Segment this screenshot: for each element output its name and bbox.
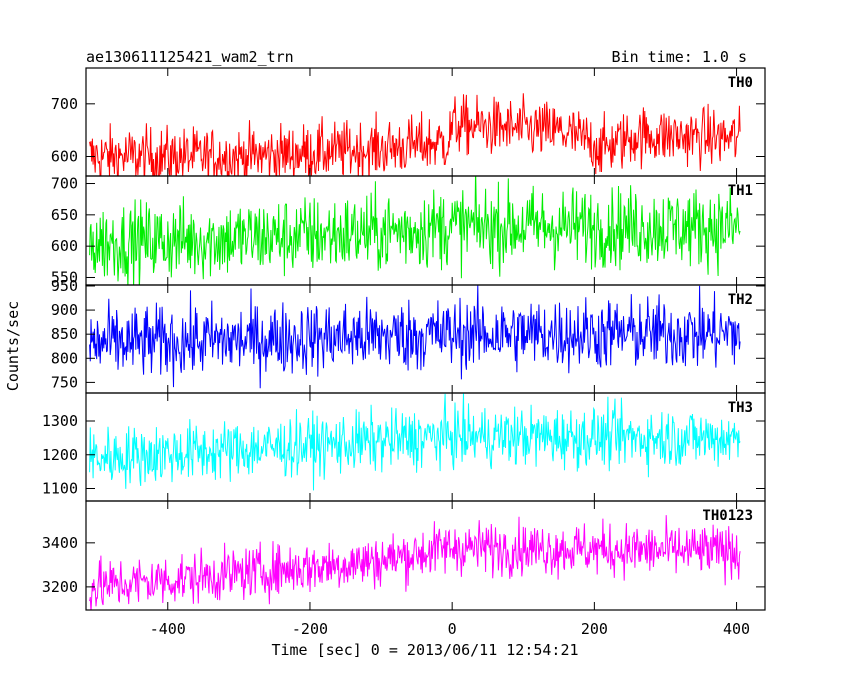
bin-time-label: Bin time: 1.0 s — [612, 48, 747, 66]
y-tick-label: 700 — [51, 95, 78, 113]
panel-frame — [85, 500, 766, 611]
panel-th2: 750 800 850 900 950 TH2 — [51, 277, 766, 394]
chart-title: ae130611125421_wam2_trn — [86, 48, 294, 66]
panel-th1: 550 600 650 700 TH1 — [51, 175, 766, 286]
y-tick-label: 3400 — [42, 534, 78, 552]
y-tick-label: 1100 — [42, 480, 78, 498]
panel-th3: 1100 1200 1300 TH3 — [42, 392, 766, 502]
series-line-th1 — [89, 176, 741, 285]
panel-th0123: 3200 3400 TH0123 — [42, 500, 766, 611]
y-tick-label: 900 — [51, 301, 78, 319]
panel-label: TH0123 — [702, 508, 753, 524]
x-tick-label: 400 — [723, 620, 750, 638]
y-tick-label: 850 — [51, 325, 78, 343]
y-tick-label: 3200 — [42, 578, 78, 596]
panels: 600 700 TH0 550 600 650 700 TH1 750 800 850 900 950 T… — [42, 67, 766, 638]
series-line-th2 — [89, 285, 741, 389]
y-axis-label: Counts/sec — [4, 301, 22, 391]
panel-label: TH1 — [728, 183, 753, 199]
y-tick-label: 1300 — [42, 412, 78, 430]
series-line-th0 — [89, 93, 741, 176]
y-tick-label: 600 — [51, 237, 78, 255]
series-line-th3 — [89, 393, 741, 491]
y-tick-label: 550 — [51, 268, 78, 286]
x-tick-label: 200 — [581, 620, 608, 638]
x-tick-label: -200 — [292, 620, 328, 638]
panel-label: TH0 — [728, 75, 753, 91]
series-line-th0123 — [89, 515, 741, 610]
y-tick-label: 1200 — [42, 446, 78, 464]
x-tick-label: -400 — [150, 620, 186, 638]
panel-label: TH2 — [728, 292, 753, 308]
x-tick-label: 0 — [448, 620, 457, 638]
panel-label: TH3 — [728, 400, 753, 416]
x-axis-label: Time [sec] 0 = 2013/06/11 12:54:21 — [271, 641, 578, 659]
y-tick-label: 950 — [51, 277, 78, 295]
y-tick-label: 800 — [51, 349, 78, 367]
y-tick-label: 650 — [51, 206, 78, 224]
y-tick-label: 750 — [51, 373, 78, 391]
y-tick-label: 600 — [51, 148, 78, 166]
y-tick-label: 700 — [51, 175, 78, 193]
